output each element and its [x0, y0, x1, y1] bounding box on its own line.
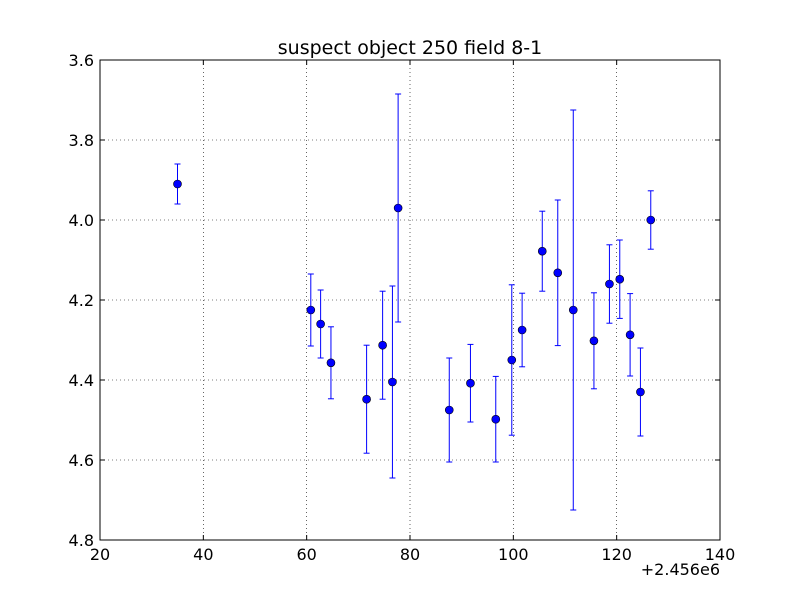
data-point [507, 355, 517, 365]
y-tick-label: 4.6 [69, 451, 94, 470]
data-point [636, 387, 645, 397]
chart-title: suspect object 250 field 8-1 [278, 37, 543, 59]
data-point [517, 325, 527, 335]
x-tick-label: 100 [498, 545, 529, 564]
data-point [466, 378, 475, 388]
data-point [589, 336, 599, 346]
data-point [326, 358, 336, 368]
tick-labels: 20 40 60 80 100 120 140 3.6 3.8 4.0 4.2 4.4 4.6 4.8 [69, 51, 736, 564]
x-tick-label: 120 [601, 545, 632, 564]
axis-ticks [99, 59, 721, 541]
data-point [646, 215, 656, 225]
data-point [537, 246, 547, 256]
y-tick-label: 4.4 [69, 371, 94, 390]
x-tick-label: 20 [90, 545, 110, 564]
data-point [568, 305, 578, 315]
data-point [378, 340, 387, 350]
y-tick-label: 3.8 [69, 131, 94, 150]
y-tick-label: 3.6 [69, 51, 94, 70]
y-tick-label: 4.2 [69, 291, 94, 310]
x-offset-label: +2.456e6 [641, 560, 720, 579]
x-tick-label: 40 [193, 545, 213, 564]
data-point [306, 305, 316, 315]
data-point [491, 414, 501, 424]
data-point [605, 279, 614, 289]
data-point [173, 179, 182, 189]
data-point [553, 268, 563, 278]
y-tick-label: 4.8 [69, 531, 94, 550]
x-tick-label: 60 [296, 545, 316, 564]
x-tick-label: 140 [705, 545, 736, 564]
grid-lines [100, 60, 720, 540]
data-point [444, 405, 454, 415]
x-tick-label: 80 [400, 545, 420, 564]
y-tick-label: 4.0 [69, 211, 94, 230]
data-point [393, 203, 403, 213]
data-point [615, 274, 625, 284]
data-point [388, 377, 397, 387]
data-series [173, 93, 656, 511]
data-point [362, 394, 371, 404]
data-point [625, 330, 635, 340]
data-point [316, 319, 325, 329]
